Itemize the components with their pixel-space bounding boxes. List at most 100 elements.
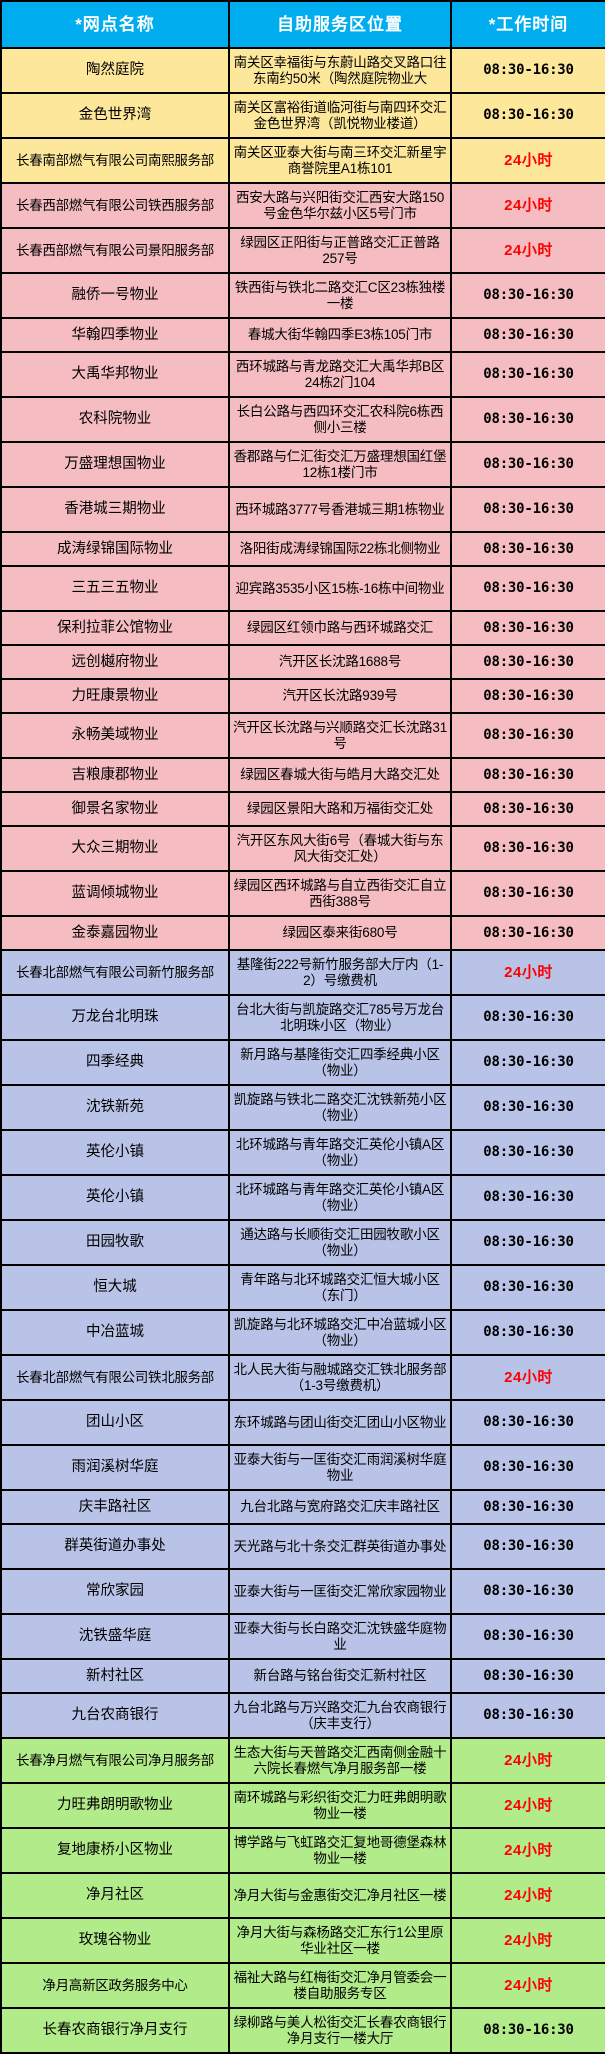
table-row: 万龙台北明珠 台北大街与凯旋路交汇785号万龙台北明珠小区（物业） 08:30-16… — [0, 994, 605, 1041]
cell-address: 绿园区景阳大路和万福街交汇处 — [228, 791, 452, 827]
cell-address: 博学路与飞虹路交汇复地哥德堡森林物业一楼 — [228, 1827, 452, 1874]
cell-site-name: 三五三五物业 — [0, 565, 230, 612]
cell-site-name: 华翰四季物业 — [0, 317, 230, 353]
cell-site-name: 复地康桥小区物业 — [0, 1827, 230, 1874]
cell-address: 净月大街与森杨路交汇东行1公里原华业社区一楼 — [228, 1917, 452, 1964]
table-row: 净月高新区政务服务中心 福祉大路与红梅街交汇净月管委会一楼自助服务专区 24小时 — [0, 1962, 605, 2009]
table-row: 长春农商银行净月支行 绿柳路与美人松街交汇长春农商银行净月支行一楼大厅 08:30-… — [0, 2007, 605, 2054]
cell-address: 基隆街222号新竹服务部大厅内（1-2）号缴费机 — [228, 949, 452, 996]
cell-hours: 08:30-16:30 — [450, 486, 605, 533]
cell-hours-24h: 24小时 — [450, 1917, 605, 1964]
cell-hours: 08:30-16:30 — [450, 441, 605, 488]
table-row: 四季经典 新月路与基隆街交汇四季经典小区（物业） 08:30-16:30 — [0, 1039, 605, 1086]
cell-address: 九台北路与宽府路交汇庆丰路社区 — [228, 1489, 452, 1525]
cell-address: 九台北路与万兴路交汇九台农商银行（庆丰支行） — [228, 1692, 452, 1739]
cell-hours: 08:30-16:30 — [450, 2007, 605, 2054]
cell-site-name: 力旺弗朗明歌物业 — [0, 1782, 230, 1829]
table-row: 力旺弗朗明歌物业 南环城路与彩织街交汇力旺弗朗明歌物业一楼 24小时 — [0, 1782, 605, 1829]
table-row: 新村社区 新台路与铭台街交汇新村社区 08:30-16:30 — [0, 1658, 605, 1694]
table-row: 田园牧歌 通达路与长顺街交汇田园牧歌小区（物业） 08:30-16:30 — [0, 1219, 605, 1266]
cell-address: 绿园区泰来街680号 — [228, 915, 452, 951]
cell-site-name: 金色世界湾 — [0, 92, 230, 139]
cell-address: 西环城路与青龙路交汇大禹华邦B区24栋2门104 — [228, 351, 452, 398]
cell-site-name: 万龙台北明珠 — [0, 994, 230, 1041]
cell-address: 汽开区长沈路939号 — [228, 678, 452, 714]
cell-site-name: 恒大城 — [0, 1264, 230, 1311]
table-row: 保利拉菲公馆物业 绿园区红领巾路与西环城路交汇 08:30-16:30 — [0, 610, 605, 646]
cell-hours: 08:30-16:30 — [450, 47, 605, 94]
cell-site-name: 融侨一号物业 — [0, 272, 230, 319]
table-row: 长春北部燃气有限公司铁北服务部 北人民大街与融城路交汇铁北服务部（1-3号缴费机）… — [0, 1354, 605, 1401]
table-row: 净月社区 净月大街与金惠街交汇净月社区一楼 24小时 — [0, 1872, 605, 1919]
cell-hours: 08:30-16:30 — [450, 678, 605, 714]
cell-hours: 08:30-16:30 — [450, 92, 605, 139]
cell-site-name: 大禹华邦物业 — [0, 351, 230, 398]
cell-site-name: 玫瑰谷物业 — [0, 1917, 230, 1964]
cell-address: 汽开区长沈路与兴顺路交汇长沈路31号 — [228, 712, 452, 759]
cell-address: 凯旋路与北环城路交汇中冶蓝城小区（物业） — [228, 1309, 452, 1356]
table-row: 御景名家物业 绿园区景阳大路和万福街交汇处 08:30-16:30 — [0, 791, 605, 827]
table-row: 中冶蓝城 凯旋路与北环城路交汇中冶蓝城小区（物业） 08:30-16:30 — [0, 1309, 605, 1356]
cell-site-name: 香港城三期物业 — [0, 486, 230, 533]
table-row: 三五三五物业 迎宾路3535小区15栋-16栋中间物业 08:30-16:30 — [0, 565, 605, 612]
cell-hours: 08:30-16:30 — [450, 1399, 605, 1446]
cell-address: 亚泰大街与长白路交汇沈铁盛华庭物业 — [228, 1613, 452, 1660]
cell-address: 洛阳街成涛绿锦国际22栋北侧物业 — [228, 531, 452, 567]
cell-hours: 08:30-16:30 — [450, 610, 605, 646]
cell-site-name: 长春北部燃气有限公司铁北服务部 — [0, 1354, 230, 1401]
cell-site-name: 雨润溪树华庭 — [0, 1444, 230, 1491]
cell-hours-24h: 24小时 — [450, 1872, 605, 1919]
table-row: 团山小区 东环城路与团山街交汇团山小区物业 08:30-16:30 — [0, 1399, 605, 1446]
table-row: 英伦小镇 北环城路与青年路交汇英伦小镇A区（物业） 08:30-16:30 — [0, 1129, 605, 1176]
cell-site-name: 沈铁新苑 — [0, 1084, 230, 1131]
cell-site-name: 永畅美域物业 — [0, 712, 230, 759]
cell-address: 北环城路与青年路交汇英伦小镇A区（物业） — [228, 1174, 452, 1221]
table-body: 陶然庭院 南关区幸福街与东蔚山路交叉路口往东南约50米（陶然庭院物业大 08:30-… — [0, 47, 605, 2054]
table-row: 成涛绿锦国际物业 洛阳街成涛绿锦国际22栋北侧物业 08:30-16:30 — [0, 531, 605, 567]
cell-address: 绿园区西环城路与自立西街交汇自立西街388号 — [228, 870, 452, 917]
cell-hours-24h: 24小时 — [450, 182, 605, 229]
table-row: 力旺康景物业 汽开区长沈路939号 08:30-16:30 — [0, 678, 605, 714]
cell-site-name: 农科院物业 — [0, 396, 230, 443]
table-row: 常欣家园 亚泰大街与一匡街交汇常欣家园物业 08:30-16:30 — [0, 1568, 605, 1615]
table-row: 长春西部燃气有限公司景阳服务部 绿园区正阳街与正普路交汇正普路257号 24小时 — [0, 227, 605, 274]
table-row: 大众三期物业 汽开区东风大街6号（春城大街与东风大街交汇处） 08:30-16:30 — [0, 825, 605, 872]
table-row: 群英街道办事处 天光路与北十条交汇群英街道办事处 08:30-16:30 — [0, 1523, 605, 1570]
table-row: 复地康桥小区物业 博学路与飞虹路交汇复地哥德堡森林物业一楼 24小时 — [0, 1827, 605, 1874]
cell-site-name: 净月高新区政务服务中心 — [0, 1962, 230, 2009]
cell-hours-24h: 24小时 — [450, 1354, 605, 1401]
table-row: 长春净月燃气有限公司净月服务部 生态大街与天普路交汇西南侧金融十六院长春燃气净月服… — [0, 1737, 605, 1784]
cell-hours: 08:30-16:30 — [450, 565, 605, 612]
cell-site-name: 蓝调倾城物业 — [0, 870, 230, 917]
cell-address: 东环城路与团山街交汇团山小区物业 — [228, 1399, 452, 1446]
cell-hours: 08:30-16:30 — [450, 1309, 605, 1356]
cell-hours-24h: 24小时 — [450, 1782, 605, 1829]
table-row: 沈铁盛华庭 亚泰大街与长白路交汇沈铁盛华庭物业 08:30-16:30 — [0, 1613, 605, 1660]
cell-address: 青年路与北环城路交汇恒大城小区（东门） — [228, 1264, 452, 1311]
cell-hours: 08:30-16:30 — [450, 644, 605, 680]
cell-hours: 08:30-16:30 — [450, 825, 605, 872]
cell-site-name: 庆丰路社区 — [0, 1489, 230, 1525]
cell-site-name: 新村社区 — [0, 1658, 230, 1694]
cell-address: 天光路与北十条交汇群英街道办事处 — [228, 1523, 452, 1570]
table-row: 沈铁新苑 凯旋路与铁北二路交汇沈铁新苑小区（物业） 08:30-16:30 — [0, 1084, 605, 1131]
cell-site-name: 长春西部燃气有限公司铁西服务部 — [0, 182, 230, 229]
cell-site-name: 远创樾府物业 — [0, 644, 230, 680]
cell-hours: 08:30-16:30 — [450, 1039, 605, 1086]
cell-site-name: 吉粮康郡物业 — [0, 757, 230, 793]
cell-address: 凯旋路与铁北二路交汇沈铁新苑小区（物业） — [228, 1084, 452, 1131]
table-row: 雨润溪树华庭 亚泰大街与一匡街交汇雨润溪树华庭物业 08:30-16:30 — [0, 1444, 605, 1491]
cell-site-name: 九台农商银行 — [0, 1692, 230, 1739]
cell-address: 香郡路与仁汇街交汇万盛理想国红堡12栋1楼门市 — [228, 441, 452, 488]
table-row: 金色世界湾 南关区富裕街道临河街与南四环交汇金色世界湾（凯悦物业楼道） 08:30-… — [0, 92, 605, 139]
cell-site-name: 成涛绿锦国际物业 — [0, 531, 230, 567]
cell-hours: 08:30-16:30 — [450, 1489, 605, 1525]
cell-site-name: 英伦小镇 — [0, 1129, 230, 1176]
cell-site-name: 保利拉菲公馆物业 — [0, 610, 230, 646]
cell-hours: 08:30-16:30 — [450, 1523, 605, 1570]
cell-site-name: 长春农商银行净月支行 — [0, 2007, 230, 2054]
cell-address: 生态大街与天普路交汇西南侧金融十六院长春燃气净月服务部一楼 — [228, 1737, 452, 1784]
cell-address: 西安大路与兴阳街交汇西安大路150号金色华尔兹小区5号门市 — [228, 182, 452, 229]
cell-hours: 08:30-16:30 — [450, 1264, 605, 1311]
table-row: 远创樾府物业 汽开区长沈路1688号 08:30-16:30 — [0, 644, 605, 680]
